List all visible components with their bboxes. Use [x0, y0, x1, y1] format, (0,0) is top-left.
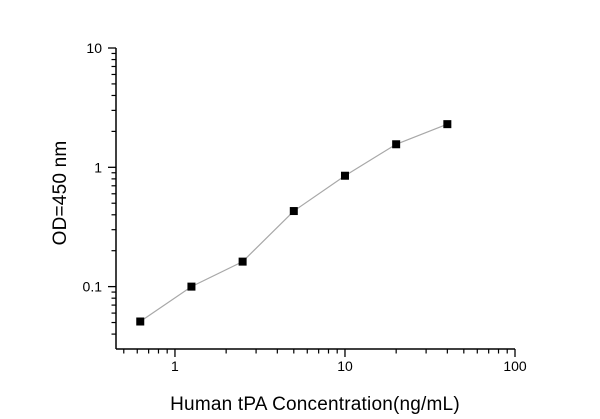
- x-tick-label: 1: [171, 358, 179, 374]
- y-tick-label: 0.1: [83, 279, 103, 295]
- data-point-marker: [289, 207, 298, 216]
- data-point-marker: [392, 140, 401, 149]
- data-point-marker: [136, 317, 145, 326]
- x-tick-label: 100: [503, 358, 527, 374]
- data-point-marker: [238, 257, 247, 266]
- series-group: [136, 120, 452, 326]
- data-point-marker: [340, 171, 349, 180]
- axes: 1 10 100 0.1 1 10: [83, 40, 527, 374]
- y-tick-label: 10: [86, 40, 102, 56]
- x-tick-label: 10: [337, 358, 353, 374]
- y-tick-label: 1: [94, 159, 102, 175]
- y-axis-title: OD=450 nm: [50, 141, 71, 246]
- data-point-marker: [443, 120, 452, 129]
- data-point-marker: [187, 282, 196, 291]
- x-axis-title: Human tPA Concentration(ng/mL): [170, 394, 460, 415]
- series-line: [139, 123, 448, 323]
